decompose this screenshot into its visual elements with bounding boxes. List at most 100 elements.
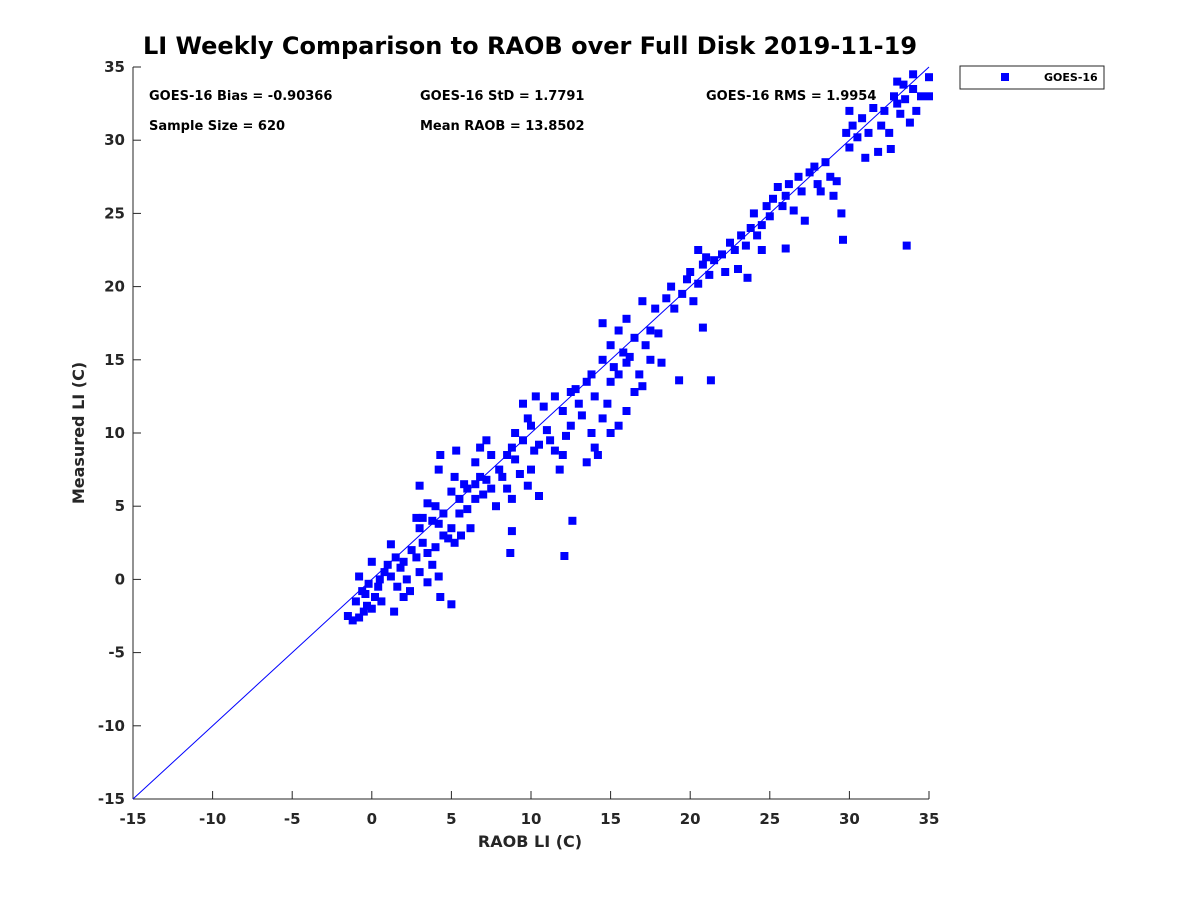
data-point: [444, 534, 453, 543]
stat-rms: GOES-16 RMS = 1.9954: [706, 89, 876, 104]
data-point: [482, 475, 491, 484]
data-point: [527, 465, 535, 474]
data-point: [839, 235, 847, 244]
data-point: [698, 260, 707, 269]
x-tick-label: -10: [199, 810, 226, 828]
data-point: [523, 414, 532, 423]
data-point: [351, 597, 360, 606]
data-point: [436, 451, 445, 459]
data-point: [730, 246, 739, 254]
data-point: [890, 92, 898, 101]
data-point: [734, 265, 742, 273]
data-point: [670, 304, 679, 313]
data-point: [471, 480, 480, 489]
data-point: [845, 106, 854, 115]
data-point: [492, 502, 500, 511]
data-point: [519, 399, 527, 408]
y-tick-label: 15: [104, 351, 125, 369]
data-point: [837, 209, 846, 218]
data-point: [721, 268, 730, 276]
data-point: [813, 180, 822, 189]
data-point: [415, 568, 424, 577]
data-point: [749, 209, 758, 218]
x-tick-label: 30: [839, 810, 860, 828]
data-point: [471, 458, 480, 467]
data-point: [530, 446, 539, 455]
data-point: [423, 549, 432, 557]
data-point: [694, 279, 703, 288]
data-point: [630, 333, 639, 342]
data-point: [880, 106, 889, 115]
data-point: [821, 158, 830, 167]
data-point: [450, 538, 459, 547]
data-point: [654, 329, 663, 338]
data-point: [686, 268, 695, 276]
data-point: [457, 531, 465, 540]
data-point: [439, 531, 448, 540]
data-point: [523, 481, 532, 490]
data-point: [415, 524, 424, 533]
data-point: [757, 246, 766, 254]
data-point: [606, 341, 615, 350]
data-point: [423, 578, 432, 587]
data-point: [757, 221, 766, 230]
data-point: [550, 392, 559, 401]
data-point: [909, 85, 918, 93]
data-point: [390, 607, 399, 616]
data-point: [651, 304, 660, 313]
data-point: [439, 509, 448, 518]
data-point: [566, 421, 575, 430]
data-point: [367, 604, 376, 613]
data-point: [689, 297, 698, 306]
data-point: [646, 355, 655, 364]
data-point: [773, 183, 782, 191]
y-tick-label: 20: [104, 278, 125, 296]
data-point: [902, 241, 911, 250]
x-axis-label: RAOB LI (C): [478, 832, 582, 851]
data-point: [412, 553, 421, 562]
data-point: [598, 355, 607, 364]
data-point: [606, 429, 615, 437]
data-point: [507, 527, 516, 536]
data-point: [535, 492, 543, 500]
data-point: [842, 128, 851, 137]
stat-std: GOES-16 StD = 1.7791: [420, 89, 584, 104]
data-point: [407, 546, 416, 555]
x-tick-label: 0: [367, 810, 377, 828]
data-point: [476, 443, 485, 452]
data-point: [877, 121, 886, 130]
y-tick-label: 0: [115, 570, 125, 588]
y-tick-label: 35: [104, 58, 125, 76]
data-point: [657, 358, 666, 367]
data-point: [562, 431, 570, 440]
data-point: [762, 202, 771, 211]
legend: GOES-16: [959, 65, 1105, 90]
data-point: [710, 256, 719, 265]
data-point: [455, 494, 464, 503]
y-tick-label: -10: [98, 717, 125, 735]
data-point: [625, 352, 634, 361]
data-point: [431, 543, 440, 552]
data-point: [864, 128, 873, 137]
data-point: [746, 224, 755, 232]
data-point: [466, 524, 475, 533]
data-point: [726, 238, 734, 247]
data-point: [546, 436, 555, 445]
data-point: [571, 385, 580, 394]
data-point: [829, 191, 838, 200]
data-point: [498, 472, 507, 481]
axes: -15 -10 -5 0 5 10 15 20 25 30 35 35 30 25 20 15 10 5 0 -5 -1…: [98, 58, 940, 828]
data-point: [858, 114, 867, 123]
data-point: [635, 370, 644, 379]
data-point: [678, 289, 687, 298]
data-point: [428, 516, 437, 525]
data-point: [869, 104, 878, 112]
data-point: [487, 484, 496, 493]
data-point: [511, 455, 520, 464]
data-point: [363, 601, 371, 610]
data-point: [364, 579, 373, 588]
data-point: [471, 494, 480, 503]
data-point: [515, 470, 524, 478]
x-tick-label: -5: [284, 810, 301, 828]
data-point: [781, 244, 790, 253]
